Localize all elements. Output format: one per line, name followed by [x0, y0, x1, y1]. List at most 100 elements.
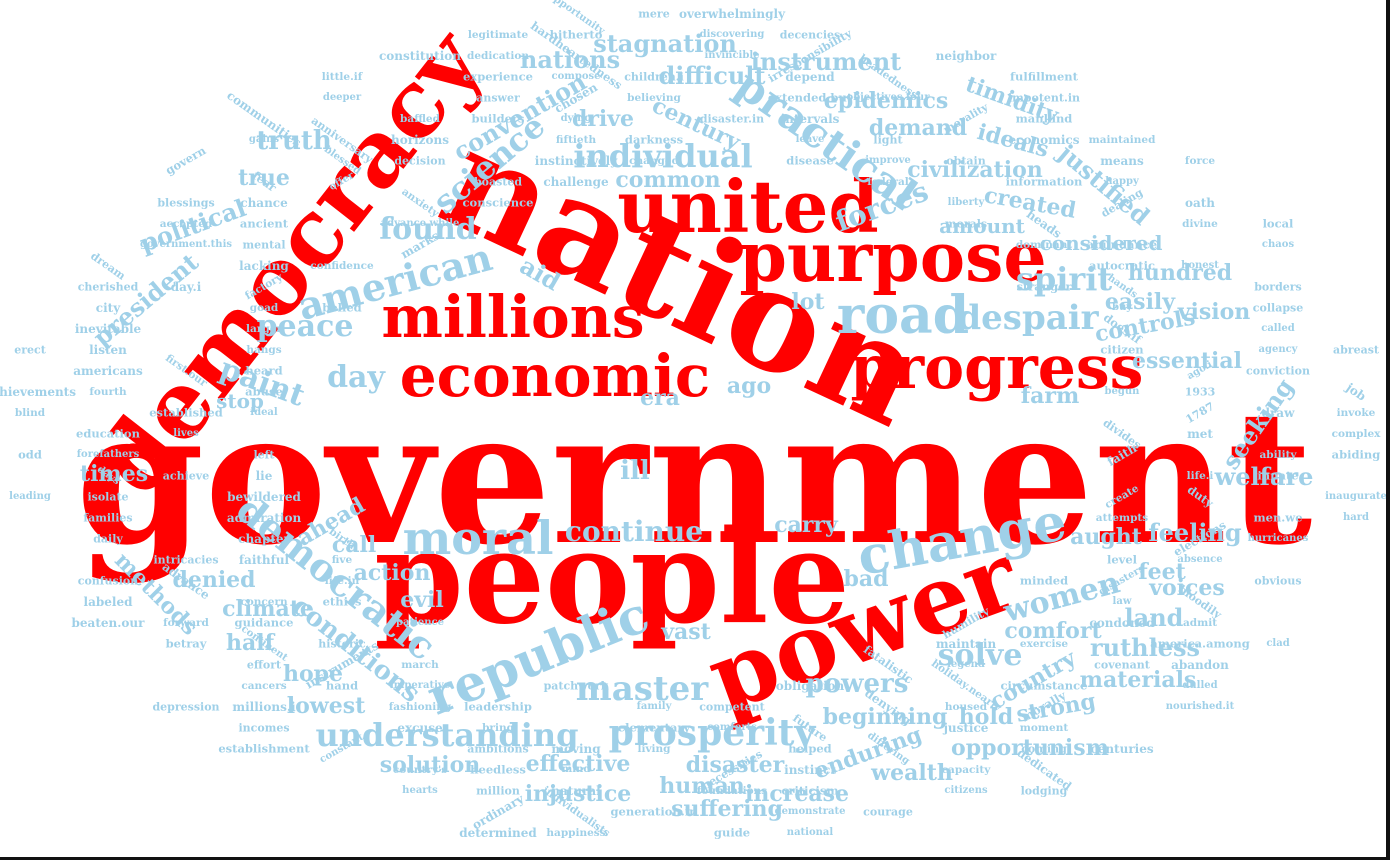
small-word: fulfillment: [1010, 69, 1078, 84]
small-word: depression: [152, 700, 220, 714]
small-word: erect: [14, 343, 46, 357]
small-word: experience: [463, 69, 533, 84]
small-word: agency: [1258, 344, 1298, 355]
word-easily: easily: [1104, 289, 1176, 315]
small-word: means: [1100, 154, 1144, 168]
small-word: abiding: [1331, 447, 1381, 462]
small-word: legitimate: [467, 28, 529, 41]
small-word: bewildered: [227, 490, 301, 504]
word-government: government: [75, 370, 1313, 586]
small-word: leave: [795, 134, 825, 145]
word-stop: stop: [216, 389, 264, 413]
small-word: forward: [163, 616, 209, 629]
word-despair: despair: [957, 298, 1099, 338]
small-word: circumstance: [1000, 678, 1088, 693]
word-stagnation: stagnation: [593, 29, 737, 58]
word-day: day: [327, 360, 385, 395]
word-moral: moral: [402, 511, 554, 565]
small-word: housed: [944, 700, 988, 713]
small-word: horizons: [391, 133, 449, 147]
small-word: federal: [867, 175, 909, 188]
small-word: living: [637, 742, 671, 755]
small-word: complex: [1331, 427, 1381, 440]
small-word: conviction: [1246, 364, 1310, 378]
small-word: overwhelmingly: [678, 7, 786, 21]
small-word: patchwork: [543, 679, 609, 693]
small-word: economics: [1008, 133, 1080, 147]
small-word: lodging: [1020, 784, 1068, 798]
small-word: maintain: [935, 637, 997, 651]
small-word: maintained: [1088, 133, 1156, 146]
word-lowest: lowest: [286, 693, 366, 719]
small-word: achieve: [162, 469, 210, 483]
small-word: borders: [1254, 280, 1302, 294]
small-word: condoned: [1089, 616, 1155, 630]
small-word: belied: [322, 300, 362, 315]
small-word: invoke: [1336, 406, 1376, 419]
small-word: met: [1187, 427, 1213, 441]
small-word: obtain: [946, 154, 986, 168]
small-word: builders: [471, 111, 525, 126]
small-word: guide: [713, 825, 751, 840]
word-ago: ago: [726, 373, 772, 399]
small-word: cancers: [241, 679, 287, 692]
small-word: elementary: [617, 720, 691, 735]
small-word: demonstrate: [774, 806, 846, 817]
small-word: family: [636, 701, 672, 712]
small-word: children.i: [624, 70, 684, 84]
small-word: country's: [392, 763, 448, 776]
small-word: honest: [1181, 260, 1219, 271]
small-word: ideal: [250, 407, 278, 418]
small-word: excuse: [397, 721, 443, 735]
small-word: accepted: [159, 217, 213, 230]
word-farm: farm: [1020, 383, 1080, 409]
small-word: inaugurate: [1325, 491, 1387, 502]
small-word: constitution: [379, 49, 461, 63]
small-word: forefathers: [76, 449, 140, 460]
small-word: improve: [865, 155, 911, 166]
small-word: foundations: [696, 784, 768, 797]
word-spirit: spirit: [1015, 260, 1113, 298]
word-hope: hope: [282, 661, 344, 687]
small-word: compose: [551, 71, 601, 82]
small-word: america.among: [1150, 636, 1250, 651]
small-word: law: [1112, 596, 1132, 607]
small-word: divine: [1182, 217, 1218, 230]
word-vast: vast: [661, 619, 711, 645]
small-word: abuse: [245, 384, 283, 399]
small-word: established: [149, 405, 223, 420]
word-vision: vision: [1177, 299, 1251, 325]
word-carry: carry: [774, 512, 838, 538]
small-word: citizen: [1100, 342, 1144, 357]
small-word: abandon: [1171, 658, 1229, 672]
small-word: instinct: [784, 763, 836, 777]
small-word: oath: [1184, 196, 1216, 210]
small-word: little.if: [321, 70, 363, 83]
small-word: boasted: [473, 175, 523, 189]
small-word: dominant: [1015, 238, 1073, 251]
word-essential: essential: [1132, 348, 1242, 374]
small-word: instinctively: [534, 154, 618, 168]
small-word: listen: [89, 343, 127, 357]
word-era: era: [640, 385, 680, 411]
small-word: level: [1106, 552, 1138, 567]
word-half: half: [225, 630, 275, 656]
frame-edge-bottom: [0, 857, 1390, 860]
small-word: decision: [394, 154, 446, 168]
small-word: ambitions: [467, 742, 529, 756]
small-word: million: [476, 784, 520, 798]
small-word: moment: [1019, 721, 1069, 734]
word-aught: aught: [1070, 524, 1142, 550]
small-word: justice: [943, 721, 989, 735]
small-word: citizens: [944, 785, 988, 796]
word-human: human: [659, 773, 745, 799]
small-word: intervals: [780, 112, 840, 126]
word-truth: truth: [256, 126, 332, 156]
word-voices: voices: [1149, 575, 1225, 601]
word-common: common: [615, 167, 721, 193]
small-word: city: [95, 301, 121, 315]
small-word: criticism: [781, 783, 839, 798]
word-disaster: disaster: [685, 752, 785, 778]
small-word: blessings: [157, 196, 215, 210]
small-word: betray: [165, 636, 207, 651]
